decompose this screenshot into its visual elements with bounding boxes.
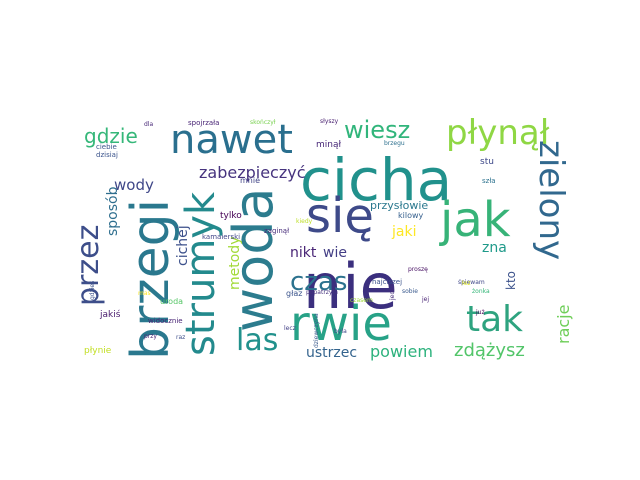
word-mnie: mnie xyxy=(240,176,261,185)
word-sobie: sobie xyxy=(402,288,418,295)
word-kiedy: kiedy xyxy=(296,218,313,225)
word-prosze: proszę xyxy=(408,266,428,273)
word-tylko: tylko xyxy=(220,211,242,221)
word-uroda: uroda xyxy=(160,297,184,306)
word-racje: racje xyxy=(554,304,573,344)
word-zdazysz: zdążysz xyxy=(454,340,525,361)
word-jeden: jeden xyxy=(389,283,396,300)
word-jak: jak xyxy=(440,192,511,248)
word-kto: kto xyxy=(504,271,518,290)
word-kamaierski: kamaierski xyxy=(202,233,241,241)
word-stu: stu xyxy=(480,157,494,167)
word-dla: dla xyxy=(144,121,154,128)
word-lecz: lecz xyxy=(284,325,296,332)
word-brzegu: brzegu xyxy=(384,140,405,147)
word-gdzies: gdzieś xyxy=(89,280,96,300)
word-popatrzyla: popatrzyła xyxy=(306,289,338,296)
word-cichej: cichej xyxy=(175,225,191,266)
word-mas: mas xyxy=(138,290,151,297)
word-ciebie: ciebie xyxy=(96,143,117,151)
word-byla: była xyxy=(334,328,347,335)
word-nie: nie xyxy=(303,250,398,323)
word-metody: metody xyxy=(227,236,243,290)
word-minal: minął xyxy=(316,140,342,150)
word-nawet: nawet xyxy=(170,117,293,163)
word-powiem: powiem xyxy=(370,342,433,361)
word-zonka: żonka xyxy=(472,288,490,295)
word-zielony: zielony xyxy=(531,140,571,261)
word-dziewczyna: dziewczyna xyxy=(313,313,320,348)
word-glaz: głaz xyxy=(286,289,303,298)
word-wie: wie xyxy=(323,245,347,261)
word-rwie: rwie xyxy=(290,296,392,352)
word-przyslowie: przysłowie xyxy=(370,199,429,212)
word-wody: wody xyxy=(114,176,154,194)
word-gdzie: gdzie xyxy=(84,124,138,148)
word-jakis: jakiś xyxy=(100,310,121,320)
word-przy: przy xyxy=(144,333,157,340)
word-dzisiaj: dzisiaj xyxy=(96,151,118,159)
word-czas: czas xyxy=(290,267,348,297)
word-sie: się xyxy=(306,188,374,244)
word-sposob: sposób xyxy=(105,186,121,237)
word-lez: łez xyxy=(462,280,471,287)
word-zna: zna xyxy=(482,240,507,256)
word-spiewam: śpiewam xyxy=(458,279,485,286)
word-jej: jej xyxy=(422,296,430,303)
word-kilowy: kilowy xyxy=(398,211,424,220)
word-czasem: czasem xyxy=(350,297,373,304)
word-plynie: płynie xyxy=(84,346,112,356)
word-wiesz: wiesz xyxy=(344,116,411,144)
word-las: las xyxy=(236,323,279,358)
word-zabezpieczyc: zabezpieczyć xyxy=(199,163,306,182)
word-ustrzec: ustrzec xyxy=(306,345,358,361)
word-nikt: nikt xyxy=(290,245,317,261)
word-szla: szła xyxy=(482,177,496,185)
word-zaginal: zaginął xyxy=(264,227,290,235)
word-slyszy: słyszy xyxy=(320,118,339,125)
word-cicha: cicha xyxy=(300,146,453,214)
word-jaki: jaki xyxy=(392,224,417,240)
word-strumyk: strumyk xyxy=(178,191,224,356)
word-widocznie: widocznie xyxy=(148,317,183,325)
word-plynal: płynął xyxy=(446,113,550,153)
word-spojrzala: spojrzała xyxy=(188,119,220,127)
word-skonczyl: skończył xyxy=(250,119,276,126)
word-tak: tak xyxy=(466,299,524,340)
word-najciszej: najciszej xyxy=(372,278,403,286)
word-raz: raz xyxy=(176,334,186,341)
word-juz: już xyxy=(476,309,485,316)
